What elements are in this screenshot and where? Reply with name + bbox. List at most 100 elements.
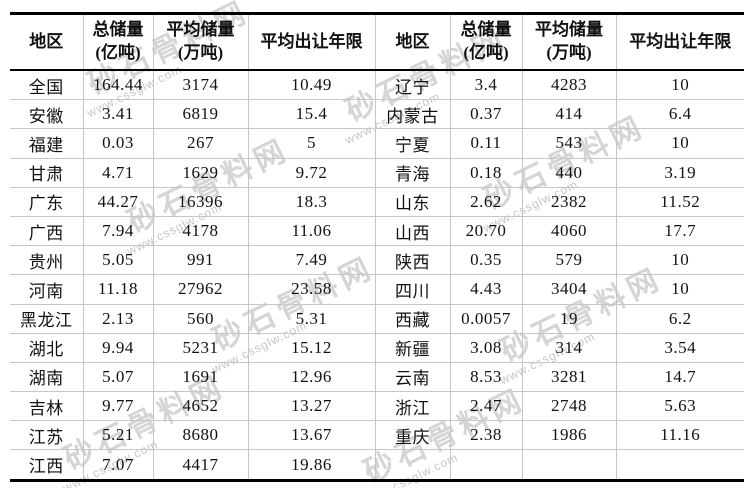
table-row: 湖南 5.07 1691 12.96 云南 8.53 3281 14.7	[10, 361, 744, 393]
avg-reserve-cell: 6819	[152, 99, 249, 130]
table-row: 河南 11.18 27962 23.58 四川 4.43 3404 10	[10, 274, 744, 305]
region-cell: 浙江	[374, 391, 451, 422]
region-cell: 甘肃	[10, 157, 84, 188]
region-cell: 新疆	[374, 332, 451, 363]
avg-reserve-cell	[521, 449, 617, 481]
table-row: 全国 164.44 3174 10.49 辽宁 3.4 4283 10	[10, 69, 744, 101]
table-row: 湖北 9.94 5231 15.12 新疆 3.08 314 3.54	[10, 332, 744, 363]
avg-reserve-cell: 414	[521, 99, 617, 130]
header-avg-reserve-right: 平均储量 (万吨)	[521, 13, 617, 71]
avg-reserve-cell: 1986	[521, 420, 617, 451]
region-cell: 宁夏	[374, 128, 451, 159]
avg-reserve-cell: 4060	[521, 215, 617, 247]
header-line: 总储量	[92, 20, 144, 40]
total-reserve-cell: 5.21	[82, 420, 154, 451]
header-transfer-years-right: 平均出让年限	[615, 13, 744, 71]
transfer-years-cell: 10	[615, 245, 744, 276]
total-reserve-cell: 0.18	[449, 157, 523, 188]
region-cell: 广东	[10, 186, 84, 217]
transfer-years-cell: 19.86	[247, 449, 376, 481]
header-line: (亿吨)	[95, 43, 141, 62]
region-cell	[374, 449, 451, 481]
total-reserve-cell: 3.08	[449, 332, 523, 363]
avg-reserve-cell: 3174	[152, 69, 249, 101]
table-row: 江西 7.07 4417 19.86	[10, 449, 744, 481]
transfer-years-cell: 14.7	[615, 361, 744, 393]
header-line: 平均储量	[535, 20, 603, 40]
header-line: 平均储量	[166, 20, 235, 40]
header-total-reserve-right: 总储量 (亿吨)	[449, 13, 523, 71]
avg-reserve-cell: 543	[521, 128, 617, 159]
mineral-reserves-table: 地区 总储量 (亿吨) 平均储量 (万吨) 平均出让年限 地区 总储量 (亿吨)…	[10, 12, 744, 482]
avg-reserve-cell: 1629	[152, 157, 249, 188]
total-reserve-cell: 20.70	[449, 215, 523, 247]
transfer-years-cell: 17.7	[615, 215, 744, 247]
total-reserve-cell: 9.94	[82, 332, 154, 363]
total-reserve-cell: 0.35	[449, 245, 523, 276]
region-cell: 重庆	[374, 420, 451, 451]
region-cell: 福建	[10, 128, 84, 159]
total-reserve-cell: 3.41	[82, 99, 154, 130]
table-row: 广东 44.27 16396 18.3 山东 2.62 2382 11.52	[10, 186, 744, 217]
region-cell: 山东	[374, 186, 451, 217]
header-avg-reserve-left: 平均储量 (万吨)	[152, 13, 249, 71]
header-row: 地区 总储量 (亿吨) 平均储量 (万吨) 平均出让年限 地区 总储量 (亿吨)…	[10, 13, 744, 71]
avg-reserve-cell: 1691	[152, 361, 249, 393]
region-cell: 江苏	[10, 420, 84, 451]
table-row: 广西 7.94 4178 11.06 山西 20.70 4060 17.7	[10, 215, 744, 247]
total-reserve-cell: 0.0057	[449, 303, 523, 334]
avg-reserve-cell: 4417	[152, 449, 249, 481]
avg-reserve-cell: 2748	[521, 391, 617, 422]
header-region-left: 地区	[10, 13, 84, 71]
total-reserve-cell: 11.18	[82, 274, 154, 305]
header-line: (万吨)	[177, 43, 224, 62]
transfer-years-cell: 15.4	[247, 99, 376, 130]
region-cell: 贵州	[10, 245, 84, 276]
total-reserve-cell: 2.38	[449, 420, 523, 451]
region-cell: 湖南	[10, 361, 84, 393]
transfer-years-cell	[615, 449, 744, 481]
avg-reserve-cell: 579	[521, 245, 617, 276]
transfer-years-cell: 23.58	[247, 274, 376, 305]
transfer-years-cell: 11.52	[615, 186, 744, 217]
region-cell: 云南	[374, 361, 451, 393]
total-reserve-cell: 7.07	[82, 449, 154, 481]
avg-reserve-cell: 3281	[521, 361, 617, 393]
transfer-years-cell: 11.06	[247, 215, 376, 247]
avg-reserve-cell: 314	[521, 332, 617, 363]
table-header: 地区 总储量 (亿吨) 平均储量 (万吨) 平均出让年限 地区 总储量 (亿吨)…	[10, 13, 744, 71]
avg-reserve-cell: 19	[521, 303, 617, 334]
total-reserve-cell: 164.44	[82, 69, 154, 101]
region-cell: 广西	[10, 215, 84, 247]
avg-reserve-cell: 4283	[521, 69, 617, 101]
transfer-years-cell: 5	[247, 128, 376, 159]
table-row: 黑龙江 2.13 560 5.31 西藏 0.0057 19 6.2	[10, 303, 744, 334]
avg-reserve-cell: 440	[521, 157, 617, 188]
total-reserve-cell: 0.11	[449, 128, 523, 159]
transfer-years-cell: 10	[615, 128, 744, 159]
transfer-years-cell: 6.4	[615, 99, 744, 130]
region-cell: 安徽	[10, 99, 84, 130]
transfer-years-cell: 15.12	[247, 332, 376, 363]
header-line: (亿吨)	[463, 43, 509, 62]
transfer-years-cell: 10	[615, 69, 744, 101]
table-row: 福建 0.03 267 5 宁夏 0.11 543 10	[10, 128, 744, 159]
transfer-years-cell: 12.96	[247, 361, 376, 393]
avg-reserve-cell: 991	[152, 245, 249, 276]
transfer-years-cell: 7.49	[247, 245, 376, 276]
header-line: (万吨)	[546, 43, 592, 62]
transfer-years-cell: 13.67	[247, 420, 376, 451]
transfer-years-cell: 13.27	[247, 391, 376, 422]
region-cell: 内蒙古	[374, 99, 451, 130]
transfer-years-cell: 9.72	[247, 157, 376, 188]
transfer-years-cell: 10	[615, 274, 744, 305]
transfer-years-cell: 11.16	[615, 420, 744, 451]
region-cell: 江西	[10, 449, 84, 481]
header-line: 总储量	[460, 20, 512, 40]
header-total-reserve-left: 总储量 (亿吨)	[82, 13, 154, 71]
transfer-years-cell: 3.19	[615, 157, 744, 188]
table-row: 贵州 5.05 991 7.49 陕西 0.35 579 10	[10, 245, 744, 276]
region-cell: 黑龙江	[10, 303, 84, 334]
transfer-years-cell: 18.3	[247, 186, 376, 217]
region-cell: 山西	[374, 215, 451, 247]
